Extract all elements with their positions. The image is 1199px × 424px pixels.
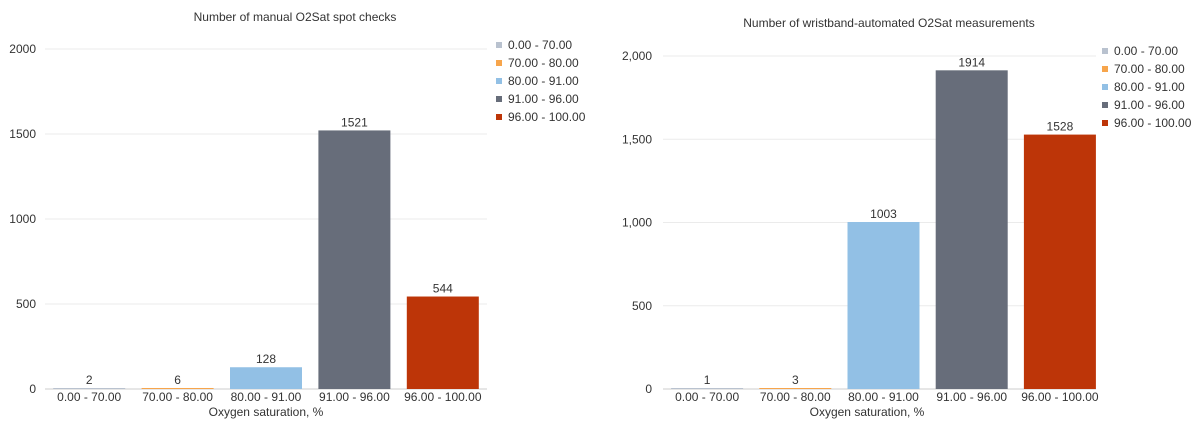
x-tick-label: 91.00 - 96.00 [319, 390, 390, 404]
bar[interactable] [406, 296, 479, 389]
y-tick-label: 1000 [9, 212, 36, 226]
bar[interactable] [759, 388, 832, 389]
legend-swatch [496, 78, 502, 84]
legend-swatch [1102, 66, 1108, 72]
x-tick-label: 80.00 - 91.00 [231, 390, 302, 404]
bar-value-label: 544 [433, 282, 453, 296]
chart-title: Number of manual O2Sat spot checks [194, 10, 397, 24]
chart-title: Number of wristband-automated O2Sat meas… [743, 16, 1034, 30]
bar[interactable] [230, 367, 302, 389]
y-tick-label: 1500 [9, 127, 36, 141]
bar-value-label: 128 [256, 352, 276, 366]
y-tick-label: 2000 [9, 42, 36, 56]
x-tick-label: 70.00 - 80.00 [142, 390, 213, 404]
legend-item-label[interactable]: 0.00 - 70.00 [508, 38, 572, 52]
x-axis-label: Oxygen saturation, % [209, 405, 324, 419]
wristband-measurements-chart: Number of wristband-automated O2Sat meas… [622, 16, 1192, 419]
legend-item-label[interactable]: 70.00 - 80.00 [508, 56, 579, 70]
legend-item-label[interactable]: 91.00 - 96.00 [508, 92, 579, 106]
legend-item-label[interactable]: 96.00 - 100.00 [1114, 116, 1192, 130]
x-tick-label: 0.00 - 70.00 [57, 390, 121, 404]
bar[interactable] [935, 70, 1008, 389]
legend-item-label[interactable]: 70.00 - 80.00 [1114, 62, 1185, 76]
legend-swatch [1102, 102, 1108, 108]
legend-item-label[interactable]: 80.00 - 91.00 [508, 74, 579, 88]
y-tick-label: 0 [29, 382, 36, 396]
bar-value-label: 1914 [958, 55, 985, 69]
bar-value-label: 6 [174, 373, 181, 387]
y-tick-label: 500 [16, 297, 36, 311]
bar[interactable] [847, 222, 920, 389]
y-tick-label: 0 [645, 382, 652, 396]
bar-value-label: 1 [704, 373, 711, 387]
bar-value-label: 1521 [341, 115, 368, 129]
x-tick-label: 80.00 - 91.00 [848, 390, 919, 404]
bar[interactable] [53, 388, 126, 389]
bar-value-label: 1528 [1047, 120, 1074, 134]
bar[interactable] [671, 388, 744, 389]
legend-swatch [496, 114, 502, 120]
x-tick-label: 96.00 - 100.00 [404, 390, 482, 404]
legend-item-label[interactable]: 80.00 - 91.00 [1114, 80, 1185, 94]
legend-item-label[interactable]: 91.00 - 96.00 [1114, 98, 1185, 112]
y-tick-label: 2,000 [622, 49, 652, 63]
x-tick-label: 91.00 - 96.00 [936, 390, 1007, 404]
bar-value-label: 2 [86, 373, 93, 387]
x-tick-label: 70.00 - 80.00 [760, 390, 831, 404]
legend-swatch [1102, 48, 1108, 54]
legend-swatch [1102, 120, 1108, 126]
x-tick-label: 96.00 - 100.00 [1021, 390, 1099, 404]
bar[interactable] [1023, 134, 1096, 389]
bar[interactable] [141, 387, 214, 389]
legend-item-label[interactable]: 0.00 - 70.00 [1114, 44, 1178, 58]
x-tick-label: 0.00 - 70.00 [675, 390, 739, 404]
legend-item-label[interactable]: 96.00 - 100.00 [508, 110, 586, 124]
bar-value-label: 3 [792, 373, 799, 387]
legend-swatch [496, 96, 502, 102]
legend-swatch [496, 42, 502, 48]
bar[interactable] [318, 130, 391, 389]
y-tick-label: 500 [632, 299, 652, 313]
manual-spot-checks-chart: Number of manual O2Sat spot checks 0 500 10… [9, 10, 585, 419]
legend-swatch [496, 60, 502, 66]
x-axis-label: Oxygen saturation, % [810, 405, 925, 419]
legend-swatch [1102, 84, 1108, 90]
y-tick-label: 1,500 [622, 132, 652, 146]
bar-value-label: 1003 [870, 207, 897, 221]
y-tick-label: 1,000 [622, 216, 652, 230]
